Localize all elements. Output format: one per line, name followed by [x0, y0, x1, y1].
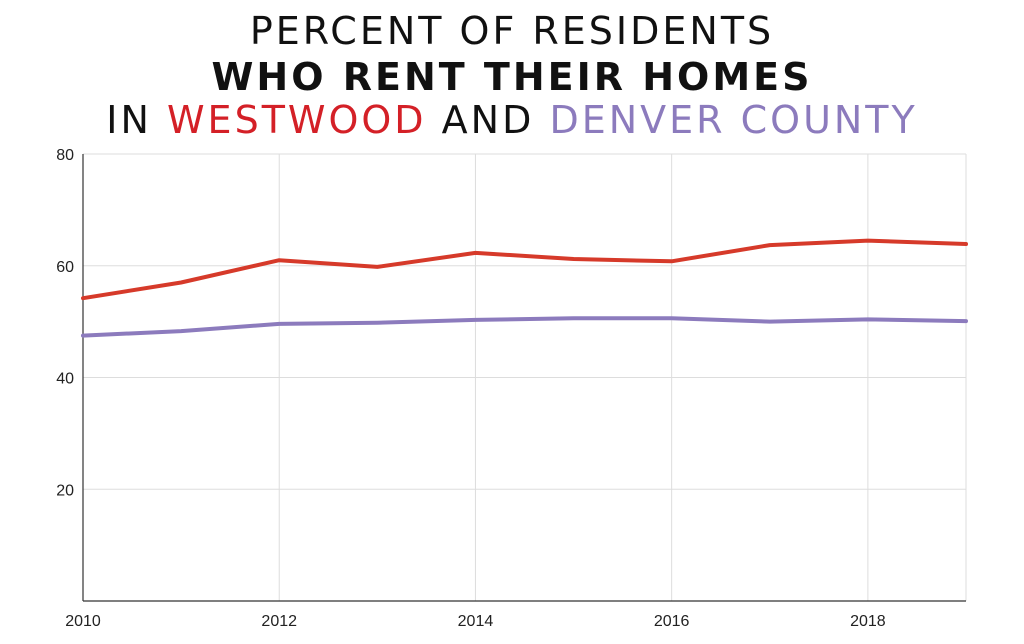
- title-series-westwood: WESTWOOD: [166, 98, 427, 142]
- y-tick-label: 20: [56, 482, 74, 499]
- y-tick-label: 40: [56, 371, 74, 388]
- x-tick-label: 2012: [261, 613, 297, 630]
- title-line-3: IN WESTWOOD AND DENVER COUNTY: [0, 97, 1024, 143]
- title-and: AND: [441, 98, 535, 142]
- title-line-2: WHO RENT THEIR HOMES: [211, 55, 813, 99]
- title-line-1: PERCENT OF RESIDENTS: [249, 9, 775, 53]
- y-tick-label: 80: [56, 147, 74, 164]
- x-tick-label: 2014: [458, 613, 494, 630]
- title-series-denver: DENVER COUNTY: [549, 98, 918, 142]
- title-prefix: IN: [106, 98, 152, 142]
- x-tick-label: 2016: [654, 613, 690, 630]
- series-line-westwood: [81, 238, 968, 301]
- series-line-denver-county: [81, 316, 968, 338]
- x-tick-label: 2010: [65, 613, 101, 630]
- x-tick-label: 2018: [850, 613, 886, 630]
- y-tick-label: 60: [56, 259, 74, 276]
